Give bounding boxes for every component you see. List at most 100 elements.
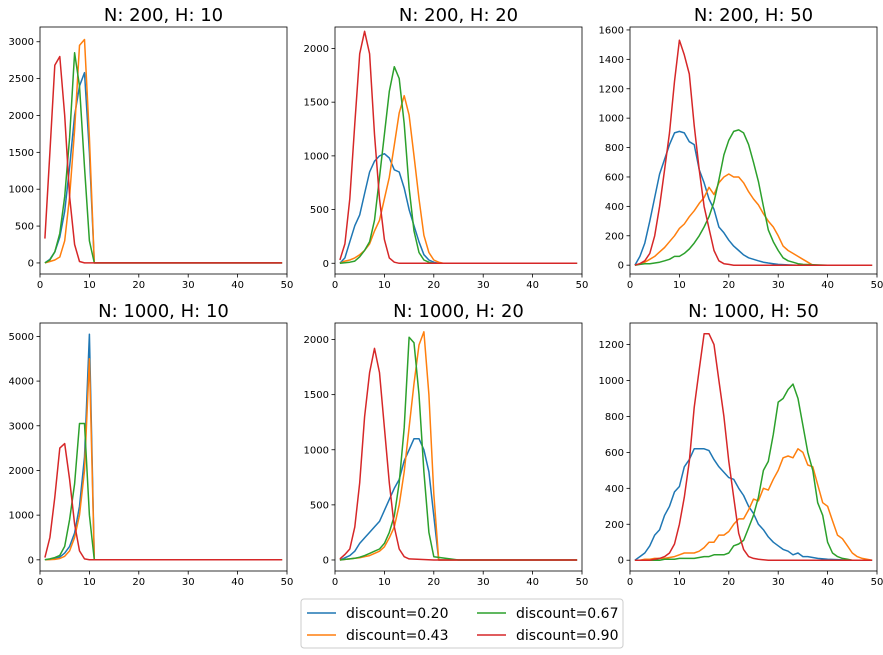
x-tick-label: 30 [182,280,195,291]
axes-frame [629,322,878,572]
series-line-discount-0.90 [339,30,578,265]
x-tick-label: 20 [427,280,440,291]
subplot-title: N: 200, H: 20 [399,5,518,26]
x-tick-label: 40 [231,280,244,291]
y-tick-label: 4000 [9,377,34,388]
series-line-discount-0.90 [634,39,873,266]
subplot-1: N: 200, H: 100 10 20 30 40 500500100015002000… [9,5,294,291]
y-tick-label: 500 [15,222,34,233]
axes-frame [39,26,288,275]
subplot-title: N: 200, H: 10 [104,5,223,26]
y-tick-label: 0 [618,556,624,567]
x-tick-label: 0 [37,577,43,588]
y-tick-label: 1500 [9,148,34,159]
y-tick-label: 0 [28,258,34,269]
y-tick-label: 600 [605,448,624,459]
legend-box [300,598,624,649]
legend-label: discount=0.43 [346,628,448,644]
x-tick-label: 10 [673,577,686,588]
x-tick-label: 30 [772,577,785,588]
y-tick-label: 2000 [9,111,34,122]
x-tick-label: 30 [477,280,490,291]
x-tick-label: 20 [722,577,735,588]
axes-frame [39,322,288,572]
x-tick-label: 50 [871,280,883,291]
x-tick-label: 10 [673,280,686,291]
y-tick-label: 2000 [304,335,329,346]
y-tick-label: 3000 [9,37,34,48]
x-tick-label: 0 [332,577,338,588]
y-tick-label: 200 [605,231,624,242]
subplot-5: N: 1000, H: 200 10 20 30 40 50050010001500200… [304,301,589,588]
x-tick-label: 40 [231,577,244,588]
x-tick-label: 30 [477,577,490,588]
subplot-title: N: 200, H: 50 [694,5,813,26]
x-tick-label: 20 [132,280,145,291]
y-tick-label: 400 [605,202,624,213]
y-tick-label: 1000 [599,114,624,125]
axes-frame [334,26,583,275]
x-tick-label: 0 [627,577,633,588]
y-tick-label: 1000 [304,445,329,456]
x-tick-label: 50 [576,280,589,291]
x-tick-label: 30 [182,577,195,588]
x-tick-label: 50 [576,577,589,588]
y-tick-label: 0 [323,259,329,270]
y-tick-label: 0 [323,555,329,566]
x-tick-label: 20 [722,280,735,291]
y-tick-label: 200 [605,520,624,531]
y-tick-label: 1500 [304,98,329,109]
series-line-discount-0.90 [44,442,283,561]
x-tick-label: 20 [132,577,145,588]
legend: discount=0.20 discount=0.43 discount=0.67 d… [300,598,624,649]
y-tick-label: 600 [605,172,624,183]
x-tick-label: 10 [83,280,96,291]
y-tick-label: 1000 [599,376,624,387]
y-tick-label: 0 [28,555,34,566]
series-line-discount-0.90 [634,333,873,561]
series-line-discount-0.43 [634,173,873,266]
y-tick-label: 2000 [9,466,34,477]
y-tick-label: 1000 [9,511,34,522]
x-tick-label: 20 [427,577,440,588]
y-tick-label: 5000 [9,332,34,343]
x-tick-label: 50 [871,577,883,588]
y-tick-label: 1000 [304,151,329,162]
y-tick-label: 1200 [599,340,624,351]
x-tick-label: 50 [281,577,294,588]
y-tick-label: 500 [310,500,329,511]
x-tick-label: 0 [627,280,633,291]
subplot-title: N: 1000, H: 10 [98,301,229,322]
subplot-title: N: 1000, H: 50 [688,301,819,322]
x-tick-label: 10 [378,280,391,291]
subplot-title: N: 1000, H: 20 [393,301,524,322]
y-tick-label: 2500 [9,74,34,85]
series-line-discount-0.90 [339,347,578,561]
subplot-6: N: 1000, H: 50 0 10 20 30 40 50 0 200 400 600 800 10… [599,301,883,588]
x-tick-label: 10 [83,577,96,588]
y-tick-label: 1200 [599,84,624,95]
series-line-discount-0.67 [634,383,873,561]
axes-frame [629,26,878,275]
x-tick-label: 0 [332,280,338,291]
series-line-discount-0.43 [634,448,873,561]
x-tick-label: 0 [37,280,43,291]
x-tick-label: 40 [821,280,834,291]
y-tick-label: 3000 [9,421,34,432]
legend-label: discount=0.20 [346,606,448,622]
y-tick-label: 1600 [599,25,624,36]
x-tick-label: 30 [772,280,785,291]
y-tick-label: 500 [310,205,329,216]
x-tick-label: 40 [821,577,834,588]
legend-label: discount=0.90 [516,628,618,644]
y-tick-label: 1400 [599,55,624,66]
x-tick-label: 40 [526,280,539,291]
y-tick-label: 0 [618,261,624,272]
series-line-discount-0.90 [44,55,283,264]
subplot-3: N: 200, H: 50 0 10 20 30 40 50 0 200 400 600 800 100… [599,5,883,291]
axes-frame [334,322,583,572]
y-tick-label: 400 [605,484,624,495]
x-tick-label: 10 [378,577,391,588]
